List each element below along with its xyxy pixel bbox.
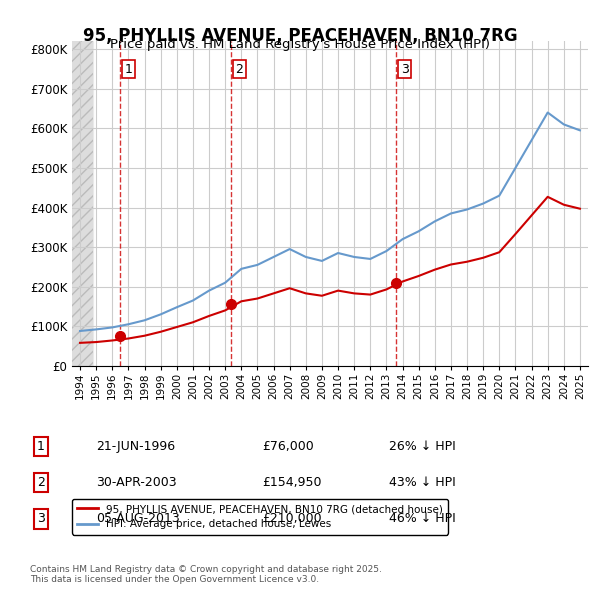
Text: 30-APR-2003: 30-APR-2003 — [96, 476, 177, 489]
Text: 1: 1 — [37, 440, 45, 453]
Text: £154,950: £154,950 — [262, 476, 322, 489]
Text: 43% ↓ HPI: 43% ↓ HPI — [389, 476, 455, 489]
Text: 26% ↓ HPI: 26% ↓ HPI — [389, 440, 455, 453]
Text: £76,000: £76,000 — [262, 440, 314, 453]
Text: 1: 1 — [125, 63, 133, 76]
Text: Contains HM Land Registry data © Crown copyright and database right 2025.
This d: Contains HM Land Registry data © Crown c… — [30, 565, 382, 584]
Text: 3: 3 — [401, 63, 409, 76]
Bar — [72, 41, 93, 366]
Legend: 95, PHYLLIS AVENUE, PEACEHAVEN, BN10 7RG (detached house), HPI: Average price, d: 95, PHYLLIS AVENUE, PEACEHAVEN, BN10 7RG… — [72, 499, 448, 535]
Text: 2: 2 — [235, 63, 243, 76]
Text: 21-JUN-1996: 21-JUN-1996 — [96, 440, 175, 453]
Text: 46% ↓ HPI: 46% ↓ HPI — [389, 513, 455, 526]
Text: 2: 2 — [37, 476, 45, 489]
Text: 05-AUG-2013: 05-AUG-2013 — [96, 513, 180, 526]
Text: Price paid vs. HM Land Registry's House Price Index (HPI): Price paid vs. HM Land Registry's House … — [110, 38, 490, 51]
Text: 3: 3 — [37, 513, 45, 526]
Bar — [72, 41, 93, 366]
Text: £210,000: £210,000 — [262, 513, 322, 526]
Text: 95, PHYLLIS AVENUE, PEACEHAVEN, BN10 7RG: 95, PHYLLIS AVENUE, PEACEHAVEN, BN10 7RG — [83, 27, 517, 45]
